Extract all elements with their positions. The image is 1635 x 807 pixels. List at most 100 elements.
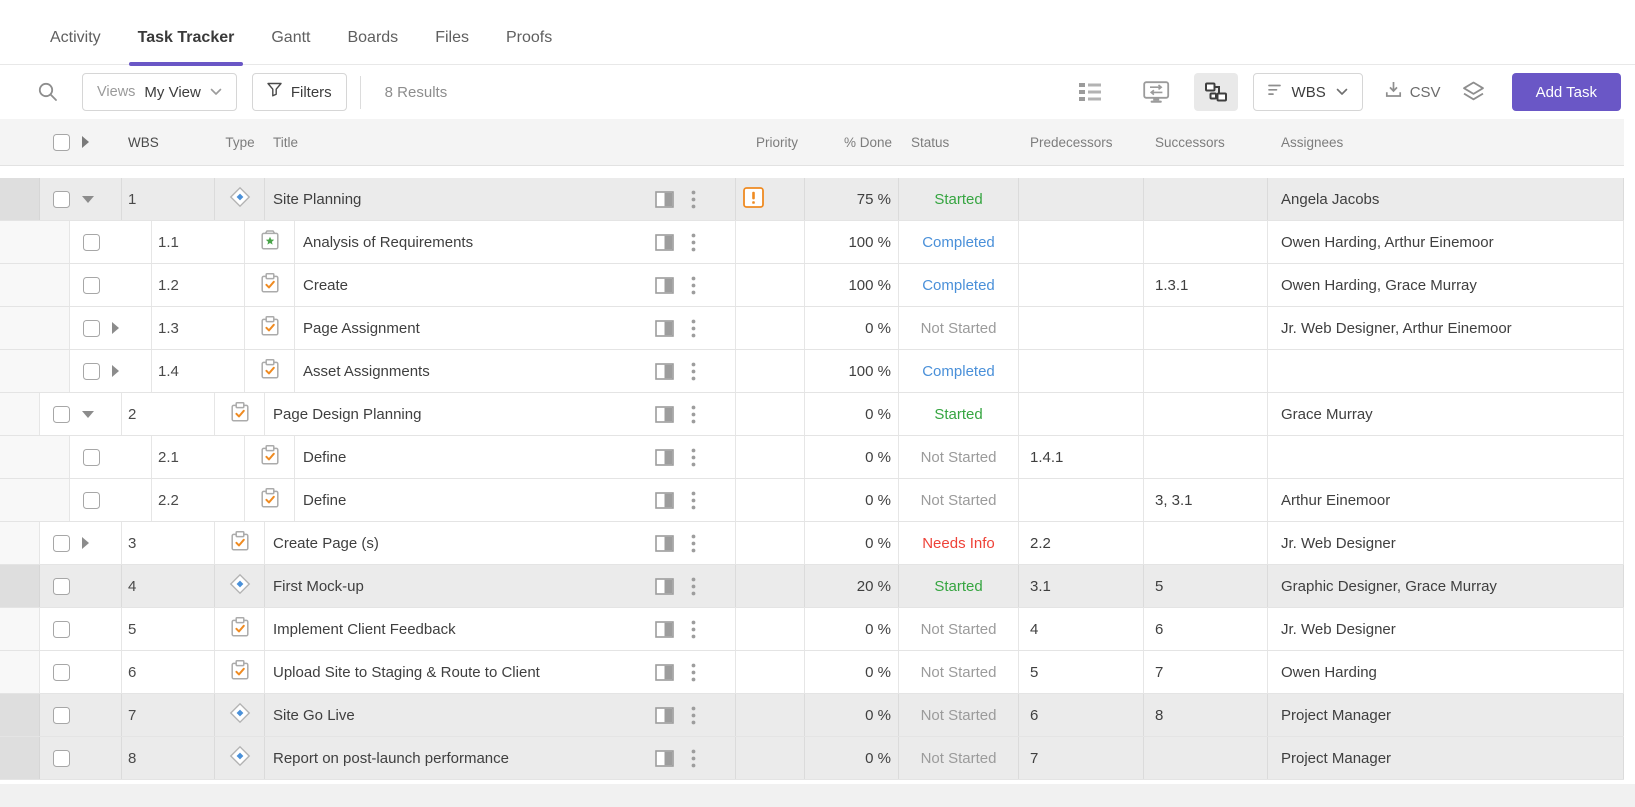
row-checkbox[interactable] (53, 620, 70, 638)
row-menu-icon[interactable] (691, 534, 696, 553)
row-menu-icon[interactable] (691, 276, 696, 295)
open-summary-icon[interactable] (655, 405, 674, 423)
dependency-view-icon[interactable] (1193, 73, 1238, 111)
task-title[interactable]: Page Assignment (303, 319, 420, 337)
open-summary-icon[interactable] (655, 577, 674, 595)
task-title[interactable]: First Mock-up (273, 577, 364, 595)
row-checkbox[interactable] (53, 190, 70, 208)
open-summary-icon[interactable] (655, 362, 674, 380)
row-menu-icon[interactable] (691, 577, 696, 596)
open-summary-icon[interactable] (655, 276, 674, 294)
row-menu-icon[interactable] (691, 491, 696, 510)
header-priority[interactable]: Priority (755, 134, 798, 150)
status-cell[interactable]: Not Started (899, 479, 1019, 521)
task-title[interactable]: Site Go Live (273, 706, 355, 724)
collapse-row-arrow[interactable] (82, 195, 94, 203)
open-summary-icon[interactable] (655, 190, 674, 208)
row-menu-icon[interactable] (691, 405, 696, 424)
row-menu-icon[interactable] (691, 620, 696, 639)
status-cell[interactable]: Not Started (899, 694, 1019, 736)
header-done[interactable]: % Done (843, 134, 892, 150)
expand-row-arrow[interactable] (82, 537, 89, 549)
row-menu-icon[interactable] (691, 190, 696, 209)
task-title[interactable]: Define (303, 491, 347, 509)
tab-gantt[interactable]: Gantt (271, 29, 311, 46)
row-checkbox[interactable] (83, 448, 100, 466)
expand-all-arrow[interactable] (82, 136, 89, 148)
status-cell[interactable]: Started (899, 393, 1019, 435)
status-cell[interactable]: Not Started (899, 307, 1019, 349)
row-menu-icon[interactable] (691, 749, 696, 768)
row-checkbox[interactable] (83, 491, 100, 509)
row-checkbox[interactable] (83, 233, 100, 251)
header-assignees[interactable]: Assignees (1281, 134, 1344, 150)
open-summary-icon[interactable] (655, 620, 674, 638)
tab-boards[interactable]: Boards (347, 29, 399, 46)
status-cell[interactable]: Started (899, 565, 1019, 607)
task-title[interactable]: Create Page (s) (273, 534, 379, 552)
task-title[interactable]: Asset Assignments (303, 362, 430, 380)
row-menu-icon[interactable] (691, 362, 696, 381)
views-dropdown[interactable]: Views My View (82, 73, 237, 111)
open-summary-icon[interactable] (655, 663, 674, 681)
task-title[interactable]: Site Planning (273, 190, 362, 208)
row-checkbox[interactable] (53, 577, 70, 595)
task-title[interactable]: Report on post-launch performance (273, 749, 509, 767)
tab-files[interactable]: Files (435, 29, 469, 46)
open-summary-icon[interactable] (655, 491, 674, 509)
row-menu-icon[interactable] (691, 233, 696, 252)
tab-task-tracker[interactable]: Task Tracker (128, 29, 243, 66)
header-predecessors[interactable]: Predecessors (1030, 134, 1113, 150)
search-icon[interactable] (31, 75, 65, 109)
tab-proofs[interactable]: Proofs (505, 29, 553, 46)
status-cell[interactable]: Not Started (899, 608, 1019, 650)
sort-field-dropdown[interactable]: WBS (1252, 73, 1363, 111)
add-task-button[interactable]: Add Task (1511, 73, 1621, 111)
row-menu-icon[interactable] (691, 448, 696, 467)
screen-view-icon[interactable] (1137, 75, 1176, 110)
row-checkbox[interactable] (53, 663, 70, 681)
layers-icon[interactable] (1455, 75, 1492, 110)
table-view-icon[interactable] (1072, 76, 1109, 108)
expand-row-arrow[interactable] (112, 365, 119, 377)
header-status[interactable]: Status (911, 134, 950, 150)
row-menu-icon[interactable] (691, 319, 696, 338)
open-summary-icon[interactable] (655, 534, 674, 552)
status-cell[interactable]: Completed (899, 264, 1019, 306)
open-summary-icon[interactable] (655, 319, 674, 337)
export-csv-button[interactable]: CSV (1385, 81, 1441, 103)
filters-button[interactable]: Filters (251, 73, 347, 111)
status-cell[interactable]: Completed (899, 221, 1019, 263)
header-successors[interactable]: Successors (1155, 134, 1225, 150)
task-title[interactable]: Upload Site to Staging & Route to Client (273, 663, 540, 681)
header-title[interactable]: Title (273, 134, 299, 150)
header-type[interactable]: Type (225, 134, 255, 150)
task-title[interactable]: Implement Client Feedback (273, 620, 456, 638)
task-title[interactable]: Page Design Planning (273, 405, 422, 423)
status-cell[interactable]: Completed (899, 350, 1019, 392)
status-cell[interactable]: Not Started (899, 436, 1019, 478)
status-cell[interactable]: Not Started (899, 651, 1019, 693)
row-checkbox[interactable] (83, 362, 100, 380)
row-checkbox[interactable] (53, 534, 70, 552)
select-all-checkbox[interactable] (53, 133, 70, 151)
header-wbs[interactable]: WBS (128, 134, 159, 150)
row-checkbox[interactable] (53, 405, 70, 423)
open-summary-icon[interactable] (655, 706, 674, 724)
expand-row-arrow[interactable] (112, 322, 119, 334)
row-checkbox[interactable] (53, 749, 70, 767)
open-summary-icon[interactable] (655, 233, 674, 251)
row-menu-icon[interactable] (691, 706, 696, 725)
open-summary-icon[interactable] (655, 749, 674, 767)
tab-activity[interactable]: Activity (50, 29, 101, 46)
open-summary-icon[interactable] (655, 448, 674, 466)
status-cell[interactable]: Started (899, 178, 1019, 220)
task-title[interactable]: Define (303, 448, 347, 466)
row-checkbox[interactable] (83, 319, 100, 337)
row-menu-icon[interactable] (691, 663, 696, 682)
status-cell[interactable]: Not Started (899, 737, 1019, 779)
row-checkbox[interactable] (53, 706, 70, 724)
collapse-row-arrow[interactable] (82, 410, 94, 418)
task-title[interactable]: Analysis of Requirements (303, 233, 474, 251)
status-cell[interactable]: Needs Info (899, 522, 1019, 564)
